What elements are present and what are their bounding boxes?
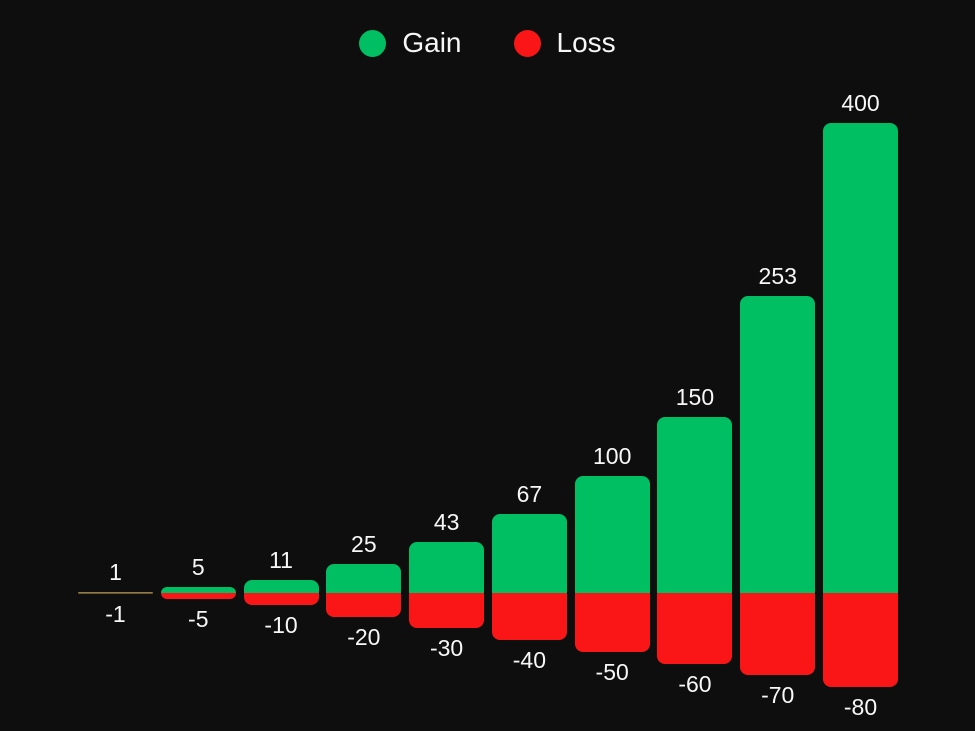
gain-bar-segment	[326, 563, 402, 593]
loss-value-label: -70	[761, 682, 795, 709]
gain-value-label: 5	[191, 554, 205, 581]
gain-legend-dot-icon	[359, 29, 387, 57]
gain-bar-segment	[740, 295, 816, 593]
gain-bar-segment	[823, 123, 899, 593]
gain-value-label: 253	[758, 262, 797, 289]
loss-bar-segment	[243, 593, 319, 605]
gain-bar-segment	[243, 580, 319, 593]
loss-bar-segment	[740, 593, 816, 676]
legend: Gain Loss	[0, 27, 975, 59]
loss-value-label: -40	[512, 647, 547, 673]
loss-bar-segment	[409, 593, 485, 629]
gain-value-label: 100	[592, 442, 632, 469]
loss-value-label: -20	[347, 623, 381, 650]
gain-bar-segment	[574, 475, 650, 593]
gain-value-label: 25	[351, 530, 377, 557]
loss-value-label: -50	[595, 658, 629, 685]
loss-bar-segment	[657, 593, 733, 664]
gain-bar-segment	[160, 587, 236, 593]
gain-value-label: 1	[109, 558, 122, 585]
gain-value-label: 43	[433, 509, 460, 536]
gain-bar-segment	[491, 514, 567, 593]
gain-value-label: 400	[841, 90, 880, 116]
gain-value-label: 150	[675, 383, 715, 410]
legend-item-gain: Gain	[359, 27, 462, 59]
legend-label-gain: Gain	[402, 27, 462, 58]
legend-item-loss: Loss	[513, 27, 616, 59]
gain-value-label: 11	[269, 547, 293, 574]
loss-bar-segment	[160, 593, 236, 599]
loss-value-label: -1	[105, 601, 126, 628]
loss-value-label: -10	[264, 611, 298, 638]
loss-value-label: -30	[429, 635, 464, 662]
loss-bar-segment	[491, 593, 567, 640]
loss-bar-segment	[326, 593, 402, 617]
gain-bar-segment	[657, 416, 733, 593]
loss-bar-segment	[574, 593, 650, 652]
loss-bar-segment	[823, 593, 899, 687]
loss-value-label: -5	[188, 605, 209, 632]
gain-bar-segment	[409, 542, 485, 593]
loss-value-label: -80	[843, 694, 878, 720]
legend-label-loss: Loss	[556, 27, 616, 58]
gain-value-label: 67	[516, 481, 543, 508]
gain-bar-segment	[78, 591, 153, 593]
loss-legend-dot-icon	[513, 29, 541, 57]
loss-value-label: -60	[678, 670, 712, 697]
loss-bar-segment	[78, 593, 153, 595]
